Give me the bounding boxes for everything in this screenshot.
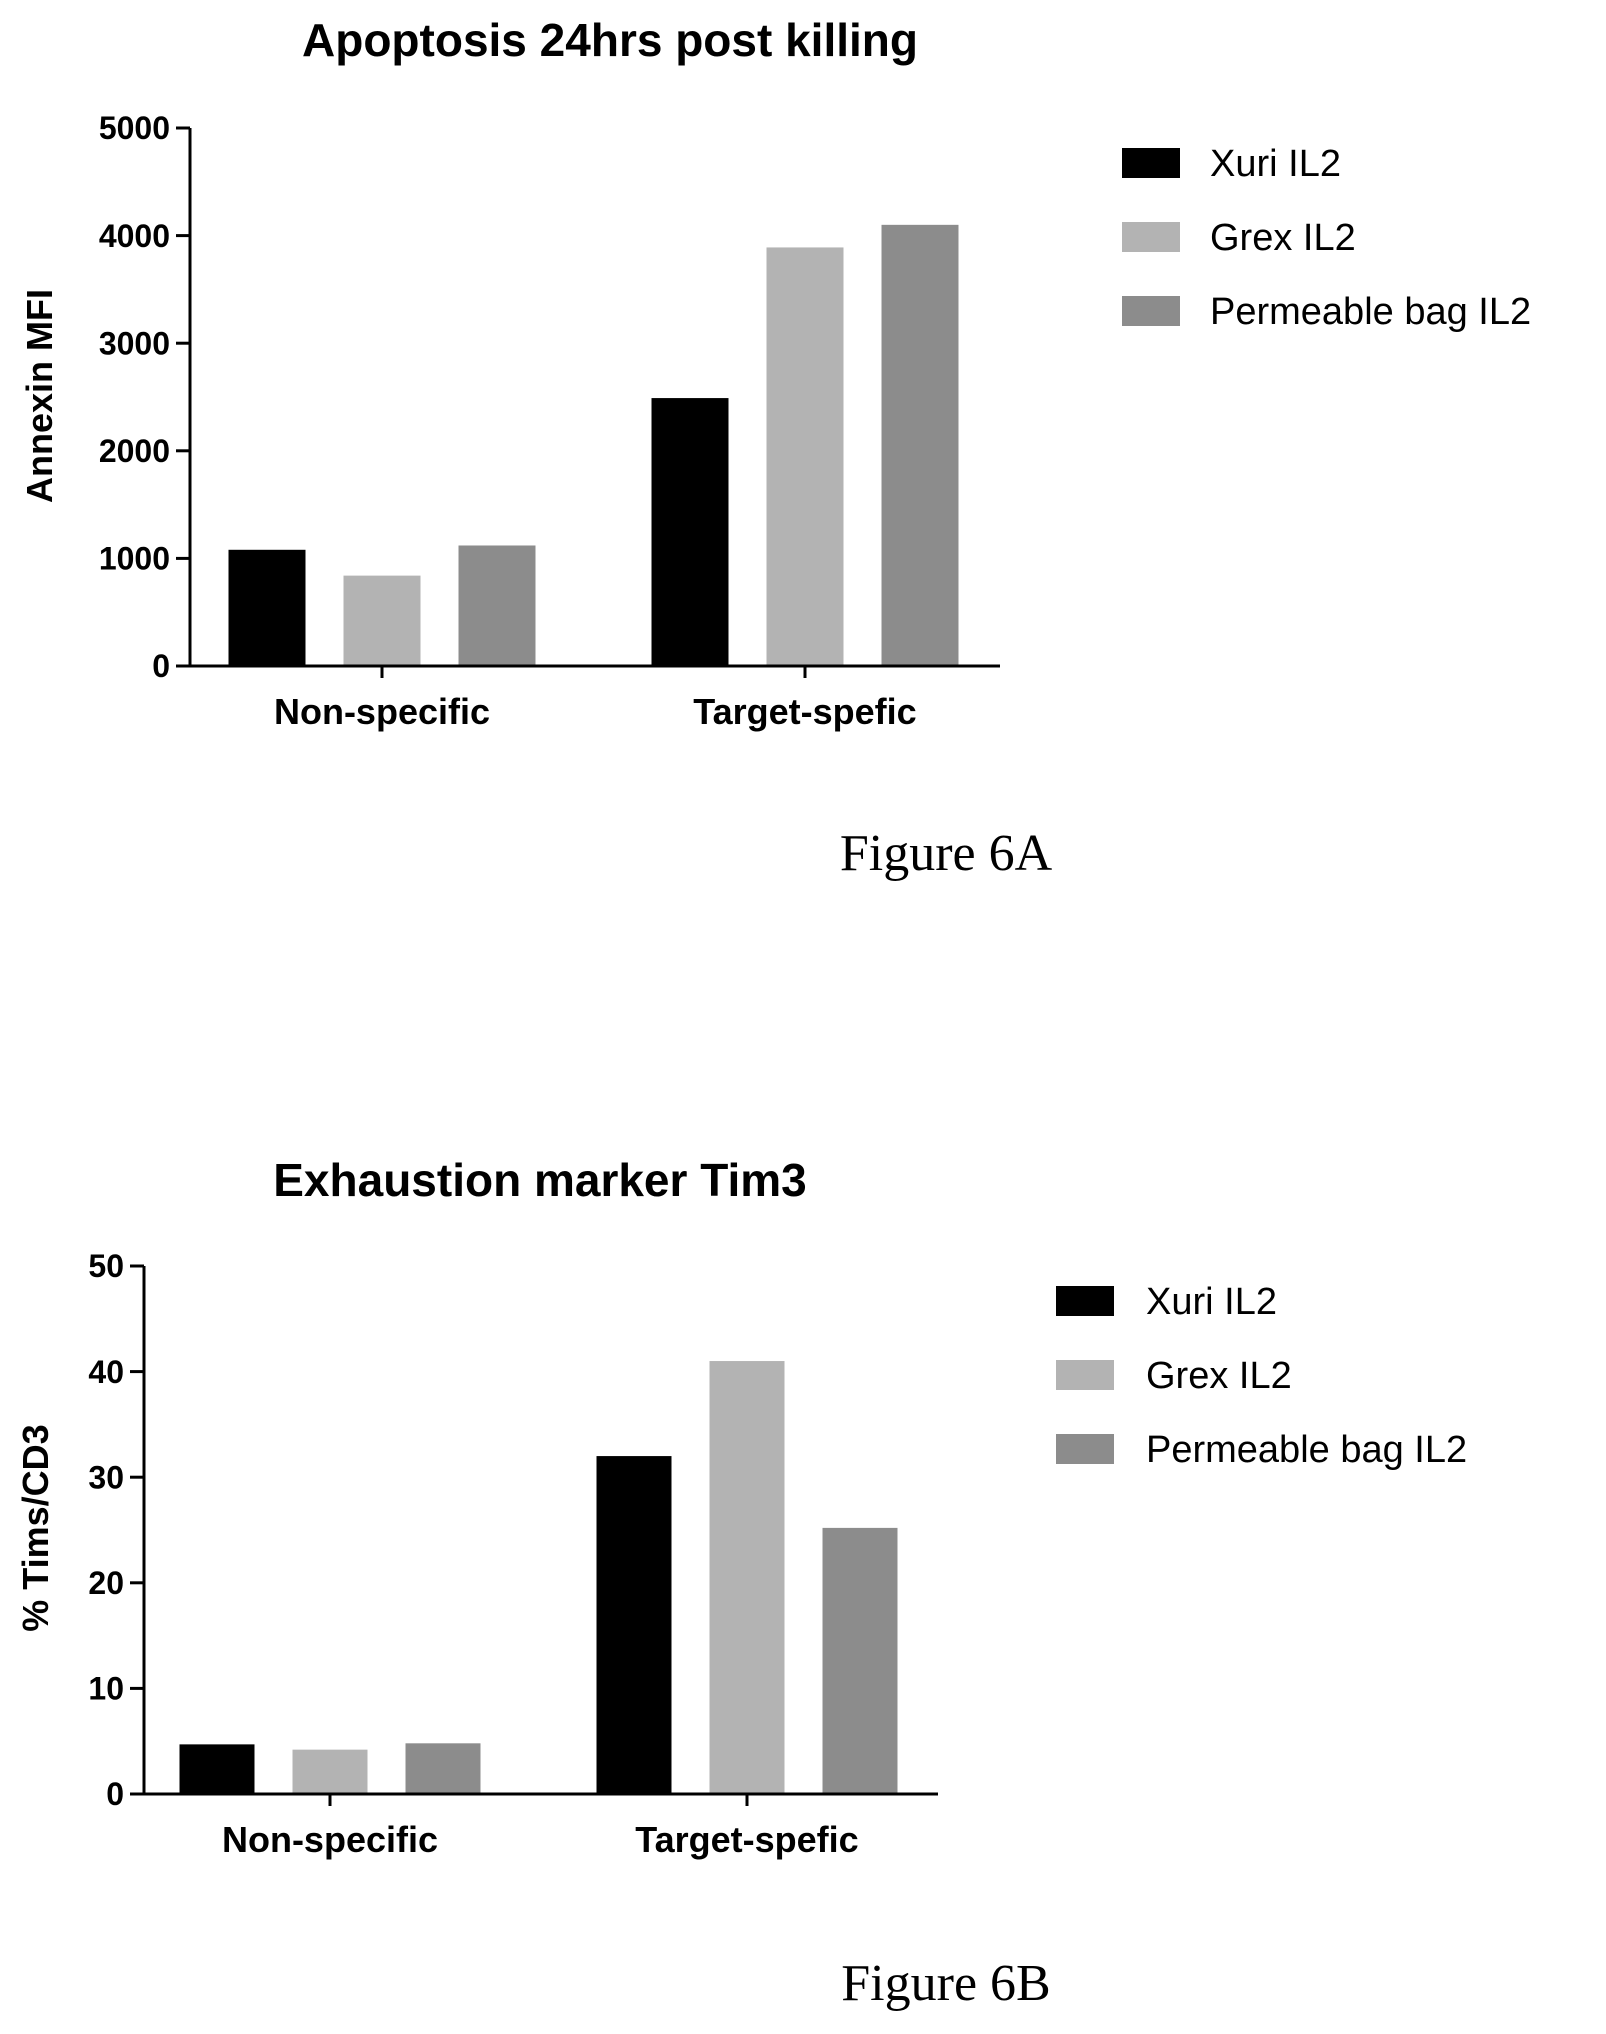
y-tick-label: 2000 <box>99 433 170 469</box>
legend-swatch <box>1122 148 1180 178</box>
bar-permeable-bag-il2-0 <box>405 1743 481 1794</box>
bar-grex-il2-1 <box>766 247 844 666</box>
plot-area: Non-specific Target-spefic 0 1000 2000 3000 40… <box>99 110 1000 732</box>
y-tick-label: 5000 <box>99 110 170 146</box>
y-tick-label: 40 <box>88 1354 124 1390</box>
plot-area: Non-specific Target-spefic 0 10 20 30 40 50 <box>88 1248 938 1860</box>
legend-label: Xuri IL2 <box>1146 1281 1277 1323</box>
chart-title: Apoptosis 24hrs post killing <box>302 14 918 66</box>
legend-label: Permeable bag IL2 <box>1146 1429 1467 1471</box>
legend-swatch <box>1056 1286 1114 1316</box>
y-axis-label: Annexin MFI <box>19 289 60 503</box>
legend: Xuri IL2 Grex IL2 Permeable bag IL2 <box>1056 1281 1467 1471</box>
y-axis-label: % Tims/CD3 <box>15 1424 56 1631</box>
y-tick-label: 1000 <box>99 541 170 577</box>
bar-xuri-il2-0 <box>179 1744 255 1794</box>
figure-caption: Figure 6B <box>841 1955 1050 2012</box>
legend: Xuri IL2 Grex IL2 Permeable bag IL2 <box>1122 143 1531 333</box>
chart-apoptosis: Apoptosis 24hrs post killing Annexin MFI… <box>19 14 1531 882</box>
bar-permeable-bag-il2-1 <box>881 224 959 666</box>
y-tick-label: 4000 <box>99 218 170 254</box>
figure-caption: Figure 6A <box>840 825 1053 882</box>
y-tick-label: 0 <box>106 1776 124 1812</box>
bar-xuri-il2-1 <box>651 398 729 666</box>
legend-swatch <box>1122 296 1180 326</box>
chart-exhaustion: Exhaustion marker Tim3 % Tims/CD3 Non-sp… <box>15 1154 1467 2012</box>
legend-swatch <box>1056 1360 1114 1390</box>
y-tick-label: 20 <box>88 1565 124 1601</box>
legend-label: Permeable bag IL2 <box>1210 291 1531 333</box>
y-tick-label: 10 <box>88 1671 124 1707</box>
legend-swatch <box>1122 222 1180 252</box>
y-tick-label: 3000 <box>99 325 170 361</box>
bar-xuri-il2-0 <box>228 549 306 666</box>
y-tick-label: 30 <box>88 1459 124 1495</box>
y-tick-label: 0 <box>152 648 170 684</box>
bar-grex-il2-0 <box>292 1749 368 1794</box>
bar-xuri-il2-1 <box>596 1456 672 1794</box>
legend-label: Grex IL2 <box>1210 217 1356 259</box>
legend-label: Grex IL2 <box>1146 1355 1292 1397</box>
x-tick-label: Target-spefic <box>693 691 916 732</box>
y-tick-label: 50 <box>88 1248 124 1284</box>
bar-permeable-bag-il2-1 <box>822 1527 898 1794</box>
x-tick-label: Non-specific <box>274 691 490 732</box>
chart-title: Exhaustion marker Tim3 <box>273 1154 806 1206</box>
x-tick-label: Target-spefic <box>635 1819 858 1860</box>
bar-grex-il2-1 <box>709 1361 785 1794</box>
x-tick-label: Non-specific <box>222 1819 438 1860</box>
legend-swatch <box>1056 1434 1114 1464</box>
legend-label: Xuri IL2 <box>1210 143 1341 185</box>
bar-permeable-bag-il2-0 <box>458 545 536 666</box>
bar-grex-il2-0 <box>343 575 421 666</box>
